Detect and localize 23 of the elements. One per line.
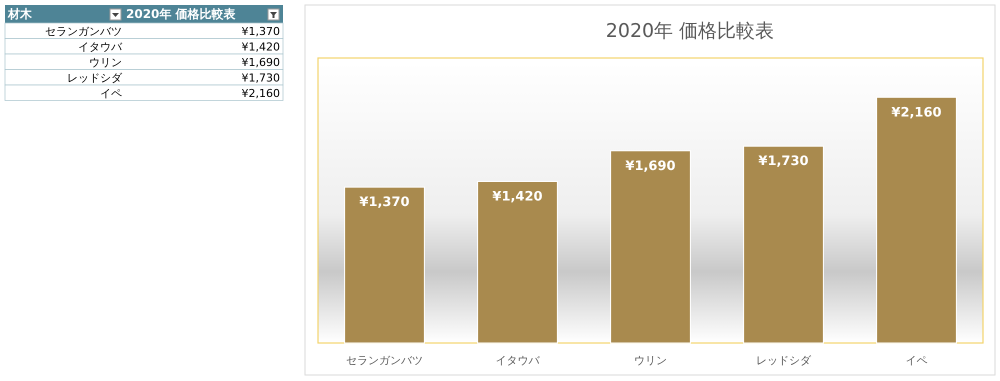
category-label: セランガンバツ [45,25,122,38]
text: ¥1,370 [242,25,280,38]
category-label: イタウバ [78,40,122,54]
category-label: ウリン [89,56,122,69]
data-label: ¥2,160 [891,105,942,120]
text: 材木 [7,7,33,21]
text: ¥2,160 [242,87,280,100]
x-tick-label: セランガンバツ [346,354,423,367]
data-label: ¥1,690 [625,158,676,174]
x-tick-label: イペ [906,354,928,367]
text: ¥1,420 [242,40,280,54]
text: ¥1,730 [242,72,280,84]
data-label: ¥1,420 [492,189,543,204]
category-label: イペ [100,87,122,100]
text: ¥1,690 [242,56,280,69]
x-tick-label: ウリン [634,354,667,367]
chart-title: 2020年 価格比較表 [126,7,236,21]
data-label: ¥1,730 [758,154,809,170]
x-tick-label: イタウバ [496,354,540,367]
category-label: レッドシダ [67,72,122,84]
data-label: ¥1,370 [359,195,410,210]
x-tick-label: レッドシダ [756,354,812,367]
chart-title: 2020年 価格比較表 [606,20,774,42]
